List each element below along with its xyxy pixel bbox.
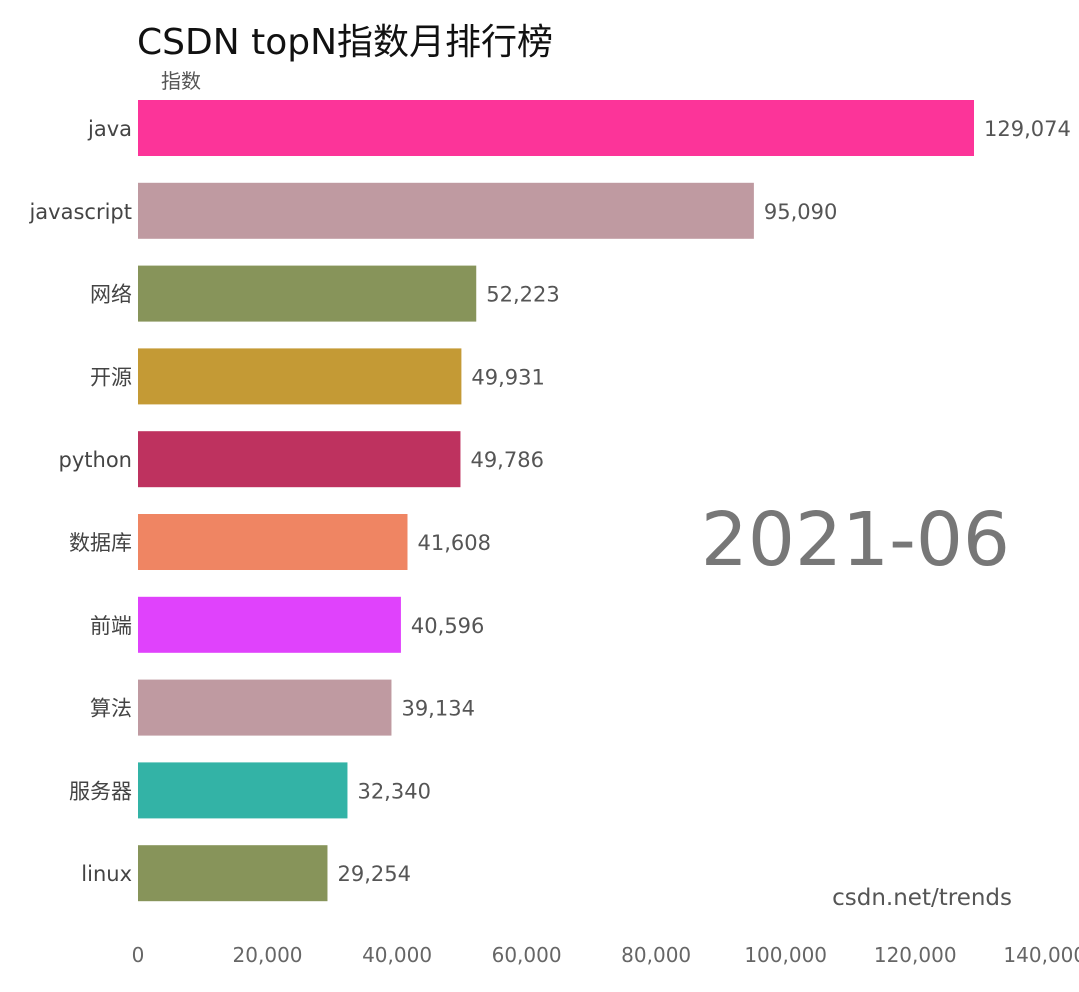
x-tick-label: 60,000 (492, 943, 562, 967)
x-tick-label: 100,000 (744, 943, 827, 967)
bar-9 (138, 845, 328, 902)
value-label: 95,090 (764, 200, 837, 224)
y-axis-label: 指数 (161, 69, 201, 93)
value-label: 41,608 (417, 531, 490, 555)
category-label: 服务器 (69, 779, 132, 803)
category-label: java (87, 117, 132, 141)
source-label: csdn.net/trends (832, 885, 1012, 911)
bar-3 (138, 348, 462, 405)
period-label: 2021-06 (701, 497, 1010, 583)
category-label: linux (81, 862, 132, 886)
value-label: 52,223 (486, 283, 559, 307)
value-label: 29,254 (337, 862, 410, 886)
category-label: 开源 (90, 365, 132, 389)
bar-0 (138, 100, 974, 156)
category-label: 前端 (90, 614, 132, 638)
value-label: 129,074 (984, 117, 1071, 141)
value-label: 39,134 (401, 697, 474, 721)
value-label: 40,596 (411, 614, 484, 638)
x-tick-label: 120,000 (874, 943, 957, 967)
value-label: 49,786 (470, 448, 543, 472)
chart-title: CSDN topN指数月排行榜 (137, 22, 553, 63)
bar-8 (138, 762, 348, 819)
bar-2 (138, 265, 477, 322)
bar-5 (138, 514, 408, 570)
bar-6 (138, 596, 401, 653)
value-label: 49,931 (471, 365, 544, 389)
bar-4 (138, 431, 461, 488)
category-label: 数据库 (69, 531, 132, 555)
bar-7 (138, 679, 392, 736)
bar-1 (138, 182, 754, 239)
category-label: python (59, 448, 132, 472)
x-tick-label: 40,000 (362, 943, 432, 967)
x-tick-label: 140,000 (1003, 943, 1079, 967)
x-tick-label: 80,000 (621, 943, 691, 967)
category-label: javascript (28, 200, 132, 224)
x-tick-label: 20,000 (233, 943, 303, 967)
x-tick-label: 0 (132, 943, 145, 967)
category-label: 网络 (90, 283, 132, 307)
category-label: 算法 (90, 697, 132, 721)
value-label: 32,340 (357, 779, 430, 803)
